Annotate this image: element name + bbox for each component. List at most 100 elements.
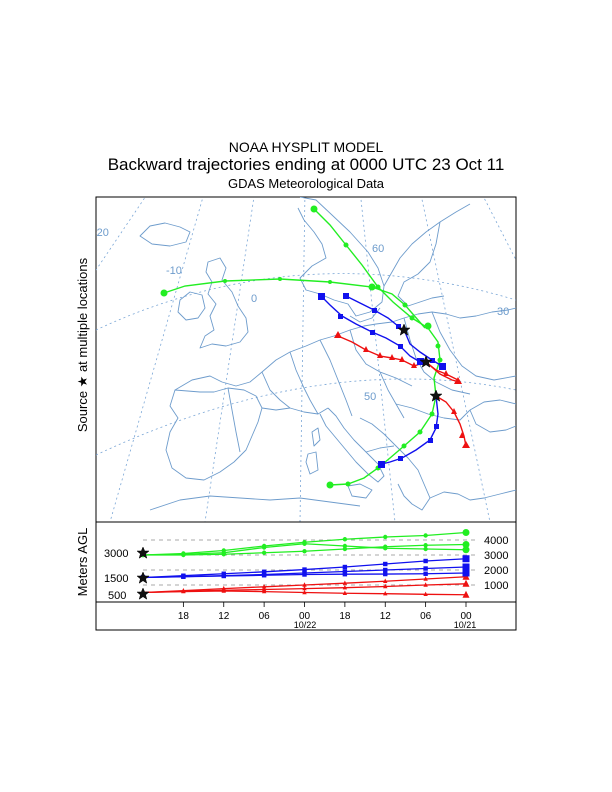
height-point (302, 585, 307, 591)
height-point (261, 584, 267, 589)
height-point (261, 573, 267, 578)
height-point (261, 588, 267, 594)
date-label-10-22: 10/22 (294, 620, 317, 630)
right-height-ticks: 4000 3000 2000 1000 (484, 535, 508, 592)
height-point (342, 569, 348, 574)
height-series-green-3 (140, 541, 470, 558)
map-trajectory-blue-3 (381, 395, 439, 465)
height-series-red-2 (140, 572, 470, 595)
lat-label-50: 50 (364, 391, 376, 403)
height-point (302, 582, 307, 587)
left-level-labels: 3000 1500 500 (104, 548, 128, 602)
height-point (462, 579, 470, 587)
height-point (423, 591, 428, 596)
height-point (423, 571, 428, 576)
height-point (342, 564, 348, 570)
data-source-title: GDAS Meteorological Data (227, 176, 385, 191)
height-point (423, 566, 428, 571)
height-point (462, 555, 470, 563)
map-trajectory-green-3 (329, 395, 437, 486)
start-level-500: 500 (108, 590, 126, 602)
height-point (302, 589, 307, 595)
height-point (181, 574, 186, 579)
time-tick-label: 12 (218, 611, 230, 622)
graticule-labels: -20 -10 0 60 30 50 (93, 227, 509, 403)
height-point (462, 563, 470, 571)
height-point (221, 588, 226, 593)
map-frame (95, 196, 517, 523)
height-point (462, 590, 470, 598)
height-point (462, 541, 470, 548)
height-point (181, 588, 186, 594)
lon-label-minus20: -20 (93, 227, 109, 239)
height-point (423, 546, 428, 552)
height-series-red-3 (140, 588, 470, 598)
map-markers (160, 205, 470, 489)
time-tick-label: 12 (380, 611, 392, 622)
height-point (342, 580, 348, 585)
lon-label-minus10: -10 (166, 265, 182, 277)
source-star-markers (397, 323, 443, 402)
height-point (342, 546, 348, 552)
height-point (181, 552, 186, 558)
height-point (383, 561, 388, 567)
height-point (302, 572, 307, 577)
height-point (342, 590, 348, 595)
map-green-markers (160, 205, 443, 489)
map-content: -20 -10 0 60 30 50 (93, 197, 516, 522)
height-tick-3000: 3000 (484, 550, 508, 562)
height-point (383, 583, 388, 589)
time-tick-label: 00 (299, 611, 311, 622)
map-blue-markers (318, 293, 446, 468)
star-icon (136, 587, 150, 600)
height-point (383, 534, 388, 540)
height-point (221, 585, 226, 591)
height-point (302, 567, 307, 572)
height-tick-1000: 1000 (484, 580, 508, 592)
start-level-1500: 1500 (104, 573, 128, 585)
height-point (383, 567, 388, 573)
height-point (462, 529, 470, 536)
chart-title: Backward trajectories ending at 0000 UTC… (107, 155, 505, 174)
height-point (261, 545, 267, 550)
height-point (221, 573, 226, 579)
height-point (423, 533, 428, 538)
height-axis-label: Meters AGL (75, 528, 90, 597)
height-point (342, 572, 348, 577)
time-tick-label: 18 (339, 611, 351, 622)
height-point (342, 537, 348, 542)
lon-label-0: 0 (251, 293, 257, 305)
height-point (423, 543, 428, 548)
height-point (261, 550, 267, 555)
date-label-10-21: 10/21 (454, 620, 477, 630)
height-tick-4000: 4000 (484, 535, 508, 547)
map-red-markers (334, 331, 470, 448)
time-tick-label: 06 (420, 611, 432, 622)
map-trajectory-red-2 (425, 361, 459, 381)
time-tick-label: 00 (460, 611, 472, 622)
height-point (383, 578, 388, 583)
height-point (423, 576, 428, 581)
star-icon (136, 546, 150, 559)
map-trajectory-green-1 (163, 278, 426, 329)
time-tick-label: 06 (259, 611, 271, 622)
height-point (383, 571, 388, 577)
height-source-stars (136, 546, 150, 600)
height-point (383, 591, 388, 596)
lon-label-30: 30 (497, 306, 509, 318)
height-point (423, 558, 428, 564)
height-point (462, 569, 470, 577)
start-level-3000: 3000 (104, 548, 128, 560)
source-locations-label: Source ★ at multiple locations (75, 257, 90, 432)
height-series (140, 529, 470, 598)
star-icon (136, 571, 150, 584)
height-point (261, 569, 267, 574)
model-title: NOAA HYSPLIT MODEL (228, 139, 384, 155)
height-point (423, 582, 428, 587)
height-point (462, 546, 470, 554)
time-tick-label: 18 (178, 611, 190, 622)
lat-label-60: 60 (372, 243, 384, 255)
height-tick-2000: 2000 (484, 565, 508, 577)
